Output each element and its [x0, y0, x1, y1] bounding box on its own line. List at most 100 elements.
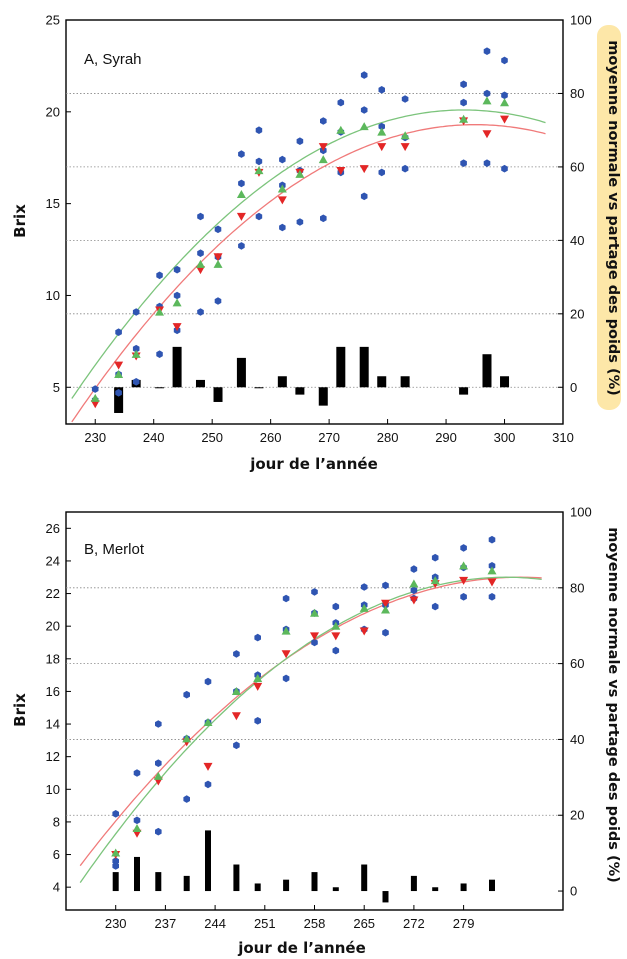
data-point [90, 400, 100, 409]
bar [432, 887, 439, 892]
data-point [254, 166, 264, 175]
data-point [132, 308, 140, 316]
data-point [483, 159, 491, 167]
data-point [112, 857, 119, 865]
x-axis-title: jour de l’année [237, 939, 366, 957]
fit-curves [79, 576, 542, 883]
data-point [173, 291, 181, 300]
bar [236, 357, 246, 388]
data-point [296, 218, 304, 226]
data-point [332, 602, 340, 611]
data-point [460, 80, 467, 89]
bar [172, 346, 182, 388]
bar [155, 387, 165, 389]
data-point [459, 576, 469, 585]
data-point [320, 214, 327, 223]
bar [361, 864, 368, 892]
bar [254, 883, 261, 892]
bar [254, 387, 264, 389]
data-point [183, 690, 190, 699]
data-point [153, 771, 163, 780]
y-axis-right-title: moyenne normale vs partage des poids (%) [605, 527, 621, 883]
data-point [431, 553, 439, 562]
y-right-tick-label: 60 [570, 656, 584, 671]
y-right-tick-label: 0 [570, 884, 577, 899]
data-point [277, 184, 287, 193]
data-point [410, 586, 418, 595]
panel-syrah: 230 240 250 260 270 280 290 300 310 5 10 15 20 25 0 2… [11, 13, 621, 473]
x-axis-title: jour de l’année [249, 455, 378, 473]
data-point [281, 626, 291, 635]
data-point [204, 780, 212, 789]
y-axis-left: 4 6 8 10 12 14 16 18 20 22 24 26 [46, 521, 71, 895]
data-point [111, 848, 121, 857]
data-point [114, 370, 124, 379]
bar [359, 346, 369, 388]
bar [459, 387, 469, 395]
bar [489, 879, 495, 892]
data-point [410, 565, 418, 573]
data-point [155, 827, 162, 836]
x-tick-label: 251 [254, 916, 276, 931]
data-point [132, 378, 140, 386]
bar [134, 856, 140, 892]
data-points [90, 47, 510, 409]
data-point [400, 143, 410, 152]
bar [318, 387, 328, 406]
y-tick-label: 22 [46, 586, 60, 601]
data-point [195, 266, 205, 275]
data-point [253, 673, 263, 682]
data-point [460, 544, 467, 552]
y-axis-title: Brix [11, 693, 29, 727]
data-point [381, 599, 390, 608]
data-point [183, 795, 190, 803]
data-point [331, 621, 341, 630]
bar [183, 875, 190, 892]
data-point [233, 741, 240, 750]
data-point [459, 561, 469, 570]
data-point [231, 712, 241, 721]
data-point [377, 127, 387, 136]
data-point [336, 166, 346, 175]
bar [400, 376, 410, 388]
data-point [282, 674, 290, 683]
x-tick-label: 279 [453, 916, 475, 931]
data-points [111, 535, 497, 870]
data-point [156, 271, 163, 280]
data-point [488, 535, 496, 544]
y-tick-label: 20 [46, 104, 60, 119]
y-right-tick-label: 80 [570, 86, 584, 101]
data-point [377, 143, 387, 152]
y-right-tick-label: 80 [570, 580, 584, 595]
data-point [131, 349, 141, 358]
data-point [378, 86, 385, 94]
x-axis: 230 237 244 251 258 265 272 279 [105, 905, 475, 931]
data-point [311, 588, 318, 596]
bar [332, 887, 339, 892]
y-axis-right-title: moyenne normale vs partage des poids (%) [605, 40, 621, 396]
bar [233, 864, 240, 892]
data-point [501, 91, 508, 100]
data-point [279, 223, 286, 232]
data-point [500, 115, 510, 124]
bar [460, 883, 467, 892]
data-point [337, 98, 345, 107]
data-point [318, 143, 328, 152]
data-point [359, 627, 369, 636]
data-point [382, 628, 389, 637]
data-point [197, 249, 204, 257]
data-point [91, 385, 99, 393]
data-point [360, 106, 368, 114]
bar [277, 376, 287, 388]
data-point [483, 47, 491, 55]
fit-curve [71, 124, 546, 423]
data-point [378, 168, 385, 177]
data-point [255, 212, 263, 221]
y-tick-label: 6 [53, 847, 60, 862]
data-point [197, 308, 204, 316]
y-tick-label: 25 [46, 13, 60, 28]
data-point [320, 117, 327, 125]
data-point [460, 98, 467, 107]
data-point [360, 71, 368, 79]
